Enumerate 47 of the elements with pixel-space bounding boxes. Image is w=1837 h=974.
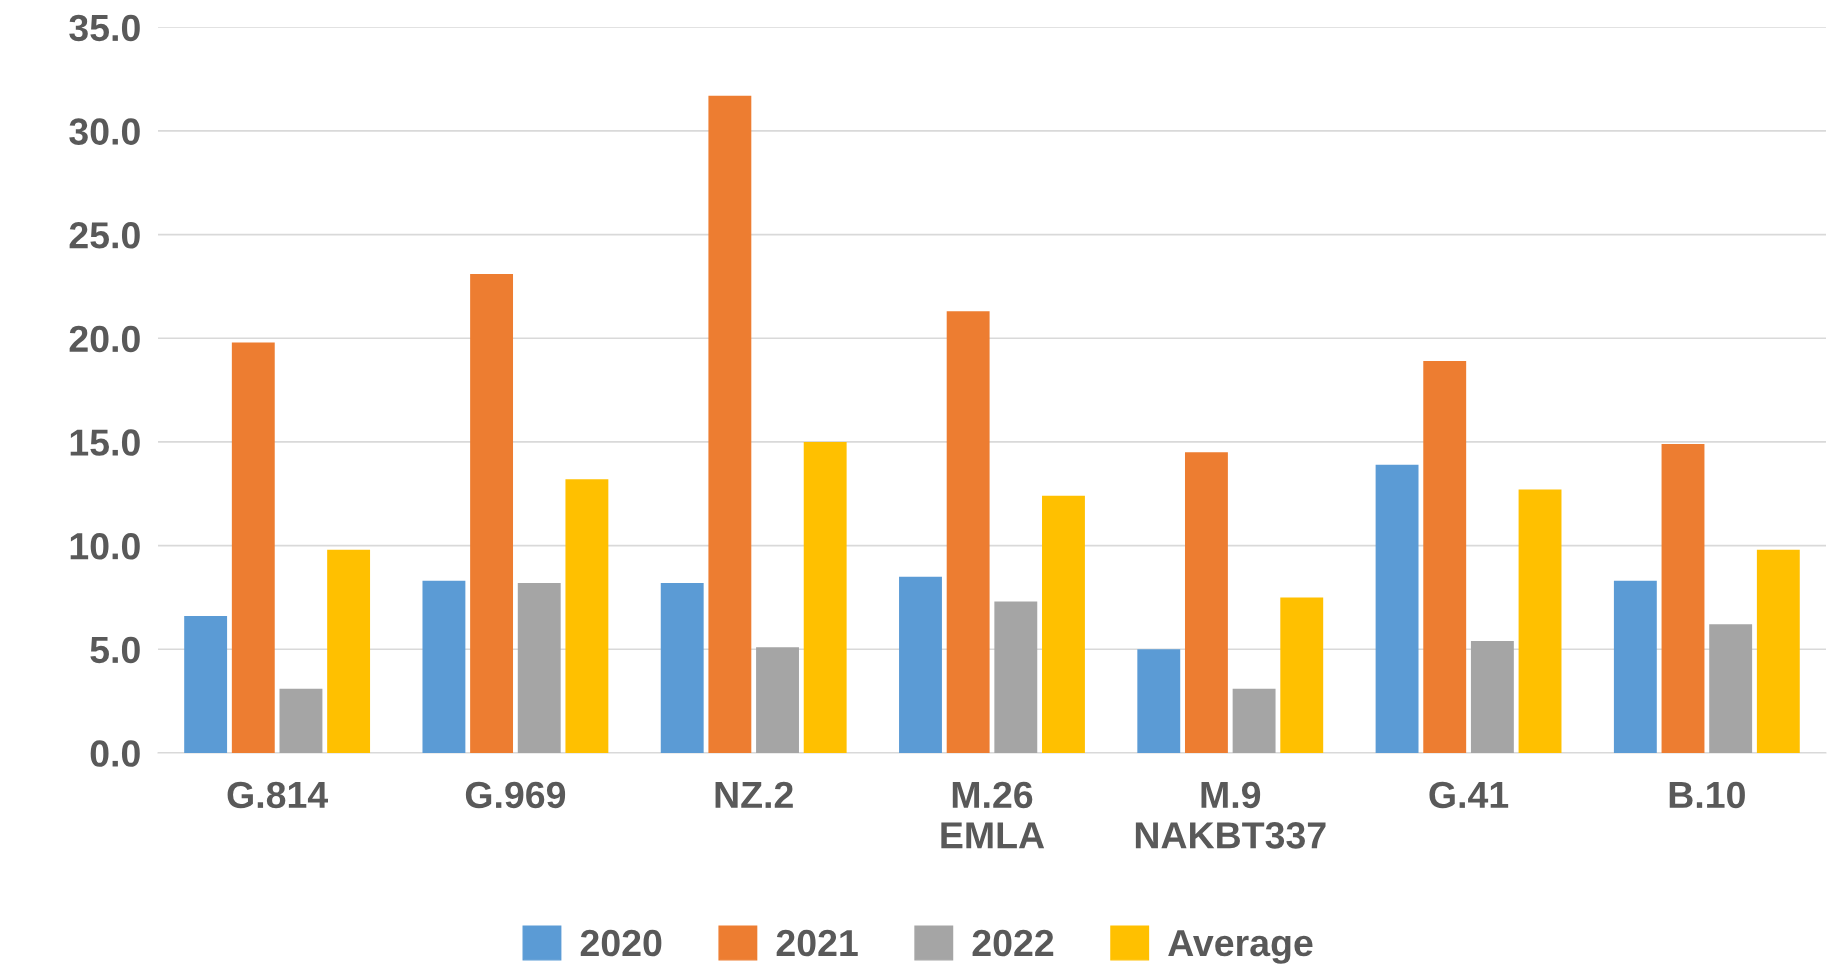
x-tick-label: M.26 EMLA	[941, 781, 1045, 849]
bar	[1184, 452, 1228, 753]
bar	[1375, 464, 1419, 753]
bar	[803, 441, 847, 753]
bar	[470, 273, 514, 753]
y-tick-label: 25.0	[69, 222, 140, 249]
y-tick-label: 35.0	[69, 14, 140, 42]
bar	[327, 549, 371, 753]
bar	[994, 601, 1038, 753]
bar	[1423, 361, 1467, 753]
bar	[1470, 640, 1514, 753]
y-tick-label: 15.0	[70, 429, 140, 456]
bar	[1613, 580, 1657, 753]
legend-label: Average	[1168, 930, 1313, 964]
bar	[708, 95, 752, 753]
y-tick-label: 0.0	[90, 740, 140, 767]
bar	[660, 582, 704, 753]
bar	[899, 576, 942, 753]
x-tick-label: B.10	[1669, 781, 1745, 809]
y-tick-label: 10.0	[70, 532, 140, 560]
bar	[279, 688, 323, 753]
x-tick-label: NZ.2	[715, 781, 793, 808]
bar	[1232, 688, 1276, 753]
bar	[756, 647, 799, 753]
x-tick-label: G.969	[465, 781, 566, 809]
bar	[184, 616, 228, 753]
bar	[1518, 489, 1562, 753]
bar	[565, 479, 609, 753]
legend-label: 2020	[580, 929, 662, 957]
bar	[231, 342, 275, 753]
legend-label: 2021	[776, 929, 858, 957]
bar	[1756, 549, 1800, 753]
y-tick-label: 20.0	[69, 325, 140, 353]
bar	[1280, 597, 1324, 753]
legend-label: 2022	[972, 929, 1054, 957]
bar	[517, 582, 561, 753]
bar	[946, 311, 990, 753]
bar	[1709, 624, 1753, 753]
bar	[1042, 495, 1085, 753]
bar	[1137, 649, 1181, 753]
bar	[1661, 443, 1705, 753]
x-tick-label: G.814	[227, 781, 328, 809]
x-tick-label: M.9 NAKBT337	[1135, 781, 1326, 849]
y-tick-label: 30.0	[69, 118, 140, 145]
bar	[422, 580, 466, 753]
x-tick-label: G.41	[1429, 781, 1509, 809]
y-tick-label: 5.0	[90, 636, 140, 664]
